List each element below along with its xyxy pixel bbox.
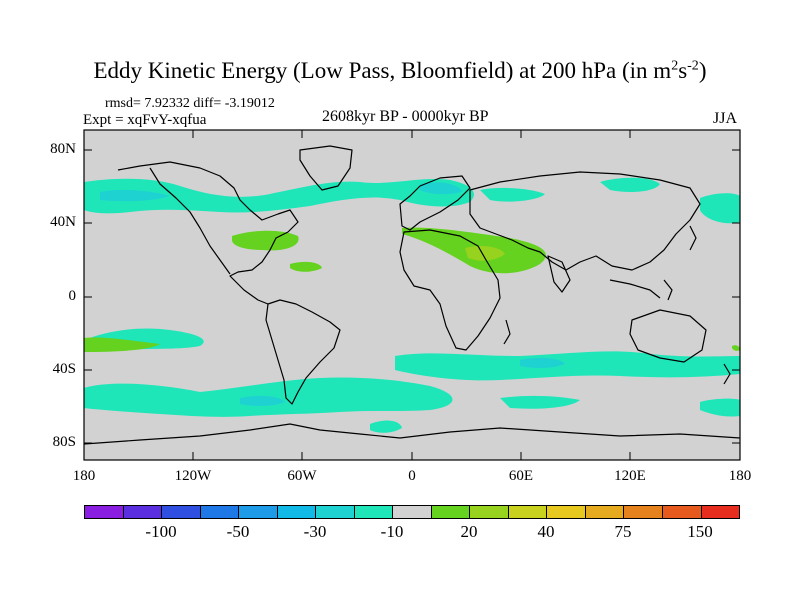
colorbar-swatch	[662, 506, 702, 518]
colorbar-swatch	[123, 506, 163, 518]
lat-label-80n: 80N	[50, 141, 76, 157]
colorbar-label: 150	[687, 522, 713, 541]
colorbar-swatch	[624, 506, 663, 518]
colorbar-swatch	[239, 506, 278, 518]
colorbar-label: -100	[145, 522, 177, 541]
colorbar-swatch	[277, 506, 317, 518]
colorbar-swatch	[701, 506, 740, 518]
stronger-negative-regions	[100, 182, 565, 406]
stats-text: rmsd= 7.92332 diff= -3.19012	[105, 96, 275, 111]
season-text: JJA	[713, 110, 738, 127]
colorbar-swatch	[431, 506, 471, 518]
coastlines	[83, 145, 741, 445]
lon-label-120e: 120E	[614, 468, 646, 484]
colorbar-label: 40	[537, 522, 555, 541]
stronger-positive-regions	[465, 246, 505, 261]
lon-label-0: 0	[408, 468, 416, 484]
lon-label-60w: 60W	[287, 468, 317, 484]
colorbar-swatch	[85, 506, 124, 518]
figure-title: Eddy Kinetic Energy (Low Pass, Bloomfiel…	[93, 58, 707, 83]
colorbar-swatch	[547, 506, 586, 518]
colorbar-swatch	[200, 506, 240, 518]
colorbar-label: 75	[614, 522, 632, 541]
colorbar-label: 20	[460, 522, 478, 541]
lon-label-180e: 180	[728, 468, 752, 484]
colorbar	[84, 505, 740, 519]
colorbar-swatch	[508, 506, 548, 518]
colorbar-swatch	[316, 506, 355, 518]
colorbar-label: -30	[303, 522, 327, 541]
period-text: 2608kyr BP - 0000kyr BP	[322, 108, 489, 125]
lat-label-80s: 80S	[52, 434, 76, 450]
colorbar-label: -10	[380, 522, 404, 541]
lat-label-40s: 40S	[52, 361, 76, 377]
lon-label-60e: 60E	[508, 468, 534, 484]
colorbar-label: -50	[226, 522, 250, 541]
lon-label-180w: 180	[72, 468, 96, 484]
axis-ticks	[83, 130, 741, 460]
colorbar-swatch	[393, 506, 432, 518]
lon-label-120w: 120W	[174, 468, 212, 484]
lat-label-40n: 40N	[50, 214, 76, 230]
colorbar-swatch	[585, 506, 625, 518]
colorbar-swatch	[162, 506, 201, 518]
lat-label-0: 0	[68, 288, 77, 304]
colorbar-swatch	[470, 506, 509, 518]
experiment-text: Expt = xqFvY-xqfua	[83, 112, 207, 128]
colorbar-swatch	[354, 506, 394, 518]
